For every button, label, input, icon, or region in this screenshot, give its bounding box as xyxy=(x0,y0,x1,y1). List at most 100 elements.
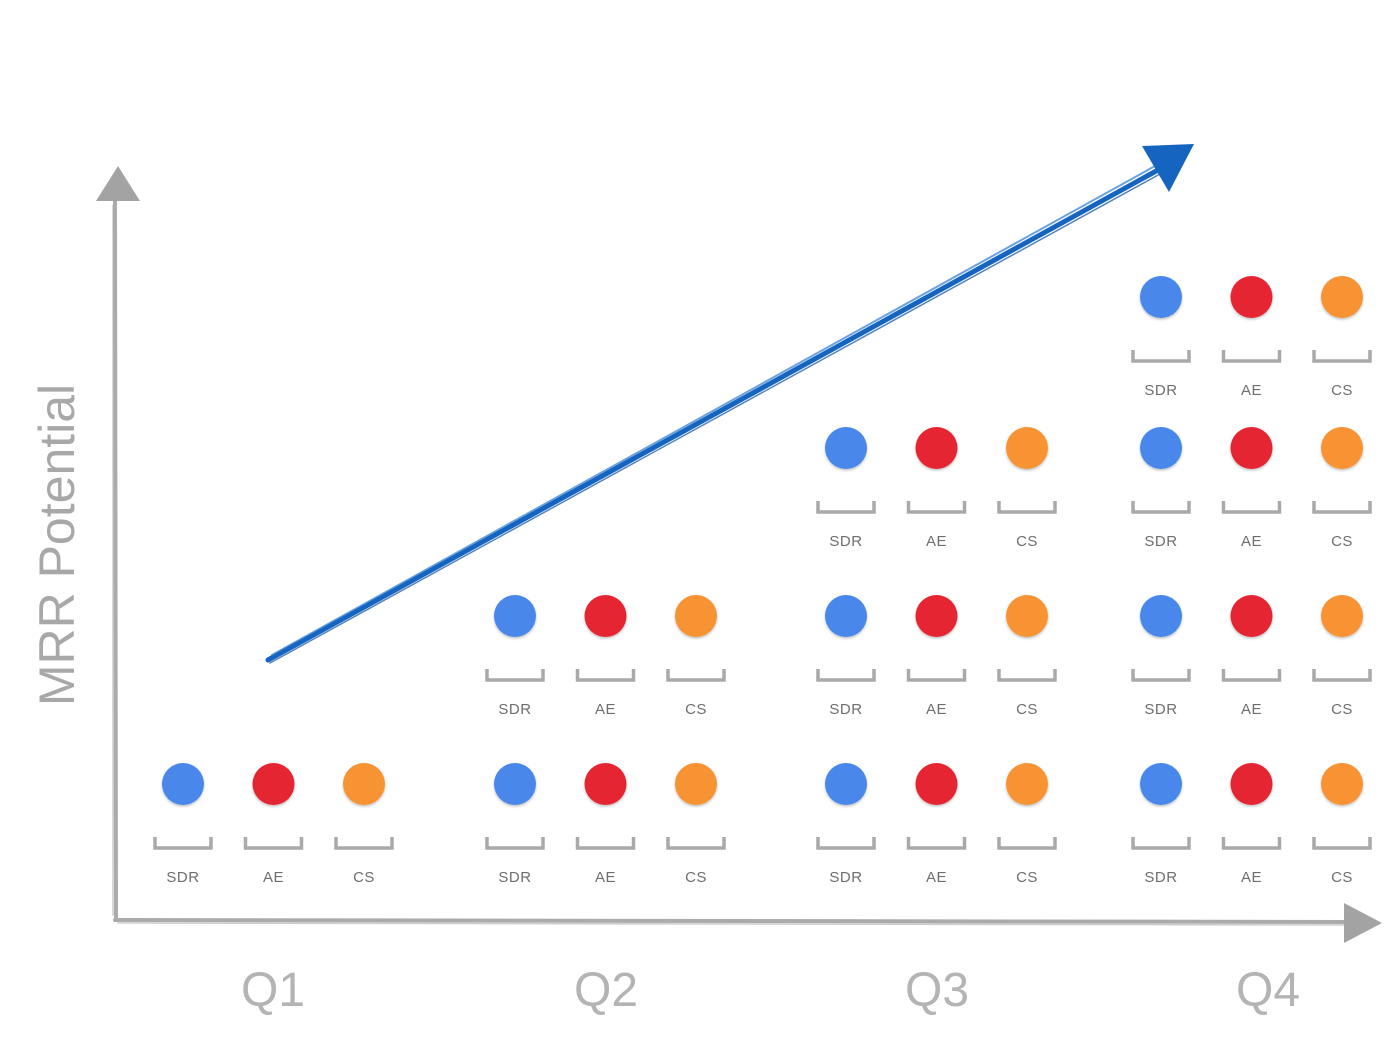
ae-bracket xyxy=(243,837,304,850)
cs-bracket xyxy=(666,837,726,850)
sdr-bracket xyxy=(485,669,545,682)
quarter-column-q1: SDR AE CS Q1 xyxy=(153,763,394,1017)
y-axis-label: MRR Potential xyxy=(29,384,85,706)
team-row: SDR AE CS xyxy=(1131,427,1372,550)
sdr-label: SDR xyxy=(829,533,862,550)
sdr-label: SDR xyxy=(166,869,199,886)
sdr-dot xyxy=(1140,595,1182,637)
ae-bracket xyxy=(1221,350,1282,363)
quarter-label: Q4 xyxy=(1236,964,1300,1017)
cs-bracket xyxy=(997,837,1057,850)
arrow-up-icon xyxy=(96,166,140,201)
cs-dot xyxy=(1006,427,1048,469)
sdr-bracket xyxy=(1131,501,1191,514)
cs-bracket xyxy=(334,837,394,850)
ae-label: AE xyxy=(1241,701,1262,718)
sdr-dot xyxy=(494,763,536,805)
sdr-dot xyxy=(825,595,867,637)
cs-label: CS xyxy=(1016,533,1038,550)
cs-dot xyxy=(1006,595,1048,637)
ae-dot xyxy=(915,427,958,469)
cs-dot xyxy=(1006,763,1048,805)
ae-bracket xyxy=(1221,501,1282,514)
team-row: SDR AE CS xyxy=(1131,276,1372,399)
cs-bracket xyxy=(997,669,1057,682)
sdr-label: SDR xyxy=(1144,533,1177,550)
ae-label: AE xyxy=(595,869,616,886)
team-row: SDR AE CS xyxy=(816,427,1057,550)
cs-dot xyxy=(1321,427,1363,469)
sdr-bracket xyxy=(485,837,545,850)
sdr-label: SDR xyxy=(498,701,531,718)
ae-bracket xyxy=(1221,669,1282,682)
cs-label: CS xyxy=(685,701,707,718)
sdr-dot xyxy=(1140,763,1182,805)
cs-bracket xyxy=(1312,350,1372,363)
arrow-right-icon xyxy=(1344,903,1382,943)
team-row: SDR AE CS xyxy=(1131,763,1372,886)
cs-label: CS xyxy=(1331,701,1353,718)
ae-label: AE xyxy=(595,701,616,718)
team-row: SDR AE CS xyxy=(1131,595,1372,718)
ae-label: AE xyxy=(1241,869,1262,886)
cs-bracket xyxy=(997,501,1057,514)
ae-bracket xyxy=(1221,837,1282,850)
ae-bracket xyxy=(575,669,636,682)
sdr-label: SDR xyxy=(829,701,862,718)
ae-label: AE xyxy=(926,701,947,718)
sdr-bracket xyxy=(816,837,876,850)
cs-dot xyxy=(343,763,385,805)
ae-label: AE xyxy=(1241,382,1262,399)
cs-bracket xyxy=(1312,669,1372,682)
ae-label: AE xyxy=(926,533,947,550)
sdr-bracket xyxy=(816,669,876,682)
ae-dot xyxy=(1230,595,1273,637)
quarter-label: Q3 xyxy=(905,964,969,1017)
cs-dot xyxy=(1321,595,1363,637)
sdr-label: SDR xyxy=(829,869,862,886)
cs-bracket xyxy=(1312,501,1372,514)
ae-label: AE xyxy=(263,869,284,886)
sdr-dot xyxy=(825,763,867,805)
ae-bracket xyxy=(906,669,967,682)
cs-label: CS xyxy=(1016,701,1038,718)
cs-dot xyxy=(675,595,717,637)
ae-label: AE xyxy=(926,869,947,886)
cs-bracket xyxy=(666,669,726,682)
sdr-dot xyxy=(1140,427,1182,469)
sdr-bracket xyxy=(1131,350,1191,363)
ae-dot xyxy=(1230,427,1273,469)
ae-label: AE xyxy=(1241,533,1262,550)
sdr-label: SDR xyxy=(498,869,531,886)
team-row: SDR AE CS xyxy=(485,595,726,718)
sdr-bracket xyxy=(816,501,876,514)
sdr-label: SDR xyxy=(1144,382,1177,399)
quarter-column-q2: SDR AE CS SDR AE CS Q2 xyxy=(485,595,726,1017)
ae-dot xyxy=(915,595,958,637)
cs-label: CS xyxy=(1331,533,1353,550)
sdr-label: SDR xyxy=(1144,701,1177,718)
cs-dot xyxy=(675,763,717,805)
cs-label: CS xyxy=(353,869,375,886)
quarter-column-q4: SDR AE CS SDR AE CS SDR AE CS SDR AE CS Q4 xyxy=(1131,276,1372,1017)
x-axis xyxy=(113,903,1382,943)
arrow-up-right-icon xyxy=(1142,144,1194,192)
ae-bracket xyxy=(906,837,967,850)
ae-dot xyxy=(584,763,627,805)
ae-bracket xyxy=(575,837,636,850)
cs-label: CS xyxy=(1331,382,1353,399)
team-row: SDR AE CS xyxy=(153,763,394,886)
sdr-dot xyxy=(162,763,204,805)
quarter-label: Q2 xyxy=(574,964,638,1017)
ae-dot xyxy=(915,763,958,805)
cs-label: CS xyxy=(1016,869,1038,886)
team-row: SDR AE CS xyxy=(816,595,1057,718)
quarter-column-q3: SDR AE CS SDR AE CS SDR AE CS Q3 xyxy=(816,427,1057,1017)
sdr-dot xyxy=(1140,276,1182,318)
cs-dot xyxy=(1321,763,1363,805)
ae-dot xyxy=(1230,763,1273,805)
y-axis xyxy=(96,166,140,920)
sdr-dot xyxy=(825,427,867,469)
growth-arrow xyxy=(265,144,1194,664)
